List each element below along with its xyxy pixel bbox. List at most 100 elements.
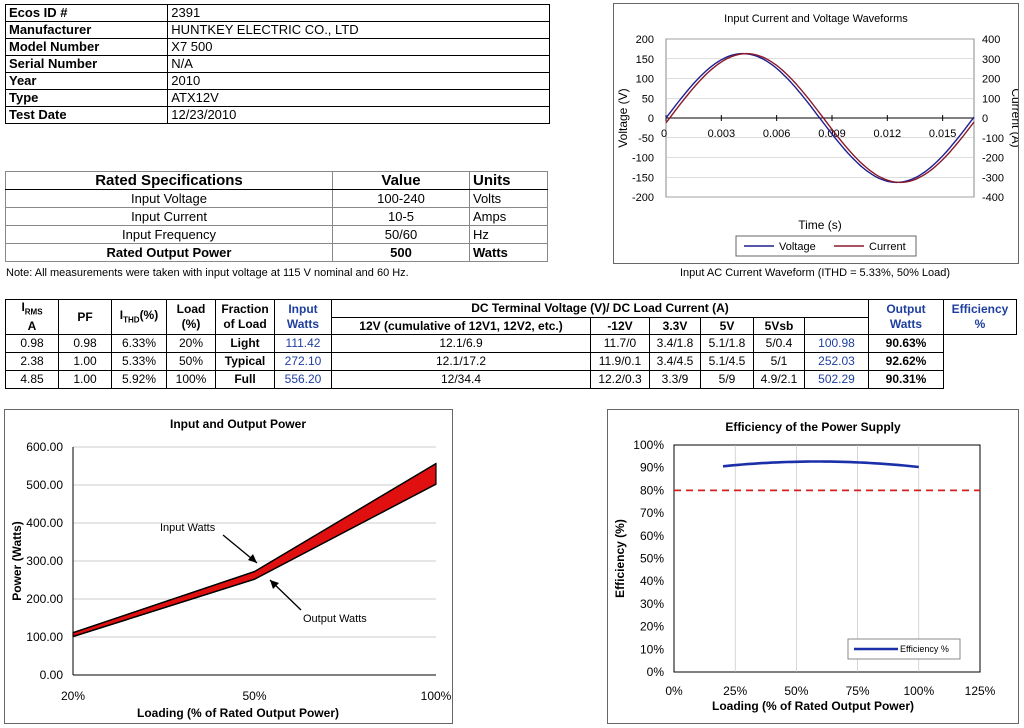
header-irms: IRMS A: [5, 298, 59, 336]
info-row: Manufacturer HUNTKEY ELECTRIC CO., LTD: [4, 21, 550, 39]
perf-cell-input: 111.42: [274, 334, 332, 354]
efficiency-ytick: 50%: [640, 552, 664, 566]
waveform-ylabel: Voltage (V): [616, 88, 630, 147]
waveform-y2tick: 200: [982, 74, 1000, 86]
efficiency-legend: [847, 638, 961, 660]
spec-unit: Amps: [469, 207, 548, 226]
waveform-legend: [735, 235, 917, 257]
info-value: 2391: [167, 4, 550, 22]
power-series-output-line: [72, 483, 437, 638]
load-unit: (%): [181, 317, 201, 332]
perf-cell-eff: 90.31%: [868, 370, 944, 390]
info-label: Ecos ID #: [4, 4, 169, 22]
irms-sub: RMS: [24, 307, 43, 317]
efficiency-chart-panel: Efficiency of the Power Supply 100% 90% 80%…: [607, 409, 1019, 724]
power-ytick: 100.00: [26, 630, 63, 644]
perf-cell-irms: 2.38: [5, 352, 59, 372]
load-label: Load: [176, 302, 206, 317]
power-annotation-output: Output Watts: [303, 613, 367, 625]
perf-cell-v5sb: 5/0.4: [753, 334, 805, 354]
perf-cell-output: 502.29: [804, 370, 869, 390]
power-ytick: 500.00: [26, 478, 63, 492]
efficiency-ytick: 20%: [640, 620, 664, 634]
info-row: Type ATX12V: [4, 89, 550, 107]
waveform-ytick: -50: [638, 133, 654, 145]
waveform-ytick: 0: [648, 113, 654, 125]
waveform-caption: Input AC Current Waveform (ITHD = 5.33%,…: [679, 267, 951, 279]
spec-value: 500: [332, 243, 470, 262]
perf-cell-input: 556.20: [274, 370, 332, 390]
header-input: Input Watts: [274, 298, 332, 336]
waveform-series-voltage: [665, 52, 975, 184]
efficiency-chart: Efficiency of the Power Supply 100% 90% 80%…: [613, 420, 996, 713]
power-ytick: 0.00: [40, 668, 64, 682]
spec-row: Input Frequency 50/60 Hz: [5, 225, 548, 244]
info-value: X7 500: [167, 38, 550, 56]
specs-header-units: Units: [469, 171, 548, 190]
spec-row: Input Voltage 100-240 Volts: [5, 189, 548, 208]
power-ytick: 400.00: [26, 516, 63, 530]
perf-cell-eff: 92.62%: [868, 352, 944, 372]
header-pf: PF: [58, 298, 112, 336]
perf-cell-load: 100%: [166, 370, 216, 390]
power-annotation-input-arrowhead: [248, 554, 257, 563]
power-annotation-input: Input Watts: [160, 522, 216, 534]
info-row: Test Date 12/23/2010: [4, 106, 550, 124]
efficiency-ytick: 90%: [640, 461, 664, 475]
info-value: ATX12V: [167, 89, 550, 107]
spec-name: Input Current: [5, 207, 333, 226]
ithd-unit: (%): [139, 307, 159, 322]
efficiency-ytick: 100%: [633, 438, 664, 452]
efficiency-plot-area: [673, 444, 981, 673]
pf-label: PF: [77, 309, 93, 324]
waveform-ytick: 100: [636, 74, 654, 86]
header-5vsb: 5Vsb: [753, 316, 805, 336]
header-efficiency: Efficiency%: [943, 298, 1017, 336]
power-title: Input and Output Power: [170, 417, 306, 431]
info-value: HUNTKEY ELECTRIC CO., LTD: [167, 21, 550, 39]
perf-cell-output: 100.98: [804, 334, 869, 354]
header-fraction: Fraction of Load: [215, 298, 275, 336]
waveform-y2tick: 0: [982, 113, 988, 125]
waveform-xtick: 0.015: [929, 128, 957, 140]
perf-row: 4.85 1.00 5.92% 100% Full 556.20 12/34.4 12.2/0…: [5, 370, 1017, 390]
perf-cell-v5sb: 5/1: [753, 352, 805, 372]
dc-group-label: DC Terminal Voltage (V)/ DC Load Current…: [471, 300, 729, 315]
spec-value: 50/60: [332, 225, 470, 244]
info-row: Serial Number N/A: [4, 55, 550, 73]
perf-cell-ithd: 6.33%: [111, 334, 167, 354]
perf-row: 2.38 1.00 5.33% 50% Typical 272.10 12.1/17.2 11…: [5, 352, 1017, 372]
perf-cell-eff: 90.63%: [868, 334, 944, 354]
perf-cell-v5: 5.1/4.5: [700, 352, 754, 372]
header-ithd: ITHD(%): [111, 298, 167, 336]
info-label: Year: [4, 72, 169, 90]
ithd-sub: THD: [123, 314, 140, 324]
efficiency-xlabel: Loading (% of Rated Output Power): [712, 699, 914, 713]
spec-row: Input Current 10-5 Amps: [5, 207, 548, 226]
efficiency-xtick: 25%: [723, 684, 747, 698]
waveform-xlabel: Time (s): [798, 218, 842, 232]
perf-cell-v5: 5/9: [700, 370, 754, 390]
output-label-2: Watts: [889, 317, 923, 332]
perf-cell-fraction: Light: [215, 334, 275, 354]
waveform-ytick: -150: [632, 172, 654, 184]
header-output: Output Watts: [868, 298, 944, 336]
efficiency-ytick: 80%: [640, 483, 664, 497]
power-xtick: 20%: [61, 689, 85, 703]
power-series-input-line: [72, 462, 437, 634]
waveform-series-current: [665, 52, 975, 184]
perf-cell-load: 50%: [166, 352, 216, 372]
waveform-xtick: 0.006: [763, 128, 791, 140]
header-load: Load (%): [166, 298, 216, 336]
spec-unit: Volts: [469, 189, 548, 208]
spec-value: 10-5: [332, 207, 470, 226]
perf-cell-v33: 3.4/4.5: [649, 352, 701, 372]
perf-cell-v12: 12.1/6.9: [331, 334, 591, 354]
power-xlabel: Loading (% of Rated Output Power): [137, 706, 339, 720]
spec-unit: Hz: [469, 225, 548, 244]
waveform-title: Input Current and Voltage Waveforms: [724, 13, 908, 25]
waveform-y2tick: -100: [982, 133, 1004, 145]
eff-label: Efficiency: [951, 302, 1009, 317]
fraction-label-2: of Load: [223, 317, 267, 332]
waveform-ytick: 200: [636, 34, 654, 46]
